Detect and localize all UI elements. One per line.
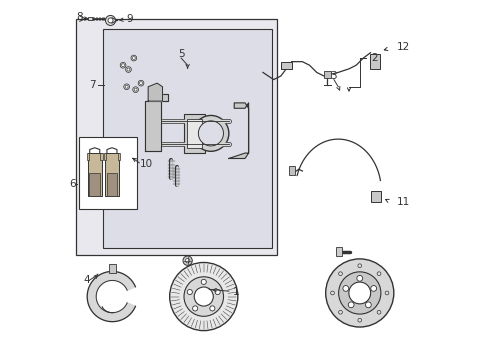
Text: 5: 5 xyxy=(178,49,184,59)
Circle shape xyxy=(198,121,223,146)
Circle shape xyxy=(127,68,130,71)
Bar xyxy=(87,153,89,160)
Polygon shape xyxy=(87,271,135,321)
Circle shape xyxy=(339,272,343,275)
Circle shape xyxy=(108,18,113,23)
Circle shape xyxy=(193,116,229,151)
Bar xyxy=(107,173,117,196)
Circle shape xyxy=(120,62,126,68)
Bar xyxy=(184,114,205,153)
Bar xyxy=(336,247,342,256)
Bar xyxy=(88,17,93,21)
Bar xyxy=(79,137,137,209)
Circle shape xyxy=(331,291,334,295)
Circle shape xyxy=(184,277,223,316)
Circle shape xyxy=(105,15,116,26)
Circle shape xyxy=(125,67,131,72)
Bar xyxy=(370,192,381,202)
Circle shape xyxy=(358,264,362,267)
Circle shape xyxy=(132,57,135,59)
Text: 10: 10 xyxy=(140,159,153,169)
Circle shape xyxy=(186,258,190,263)
Bar xyxy=(105,153,119,196)
Circle shape xyxy=(193,306,197,311)
Circle shape xyxy=(339,272,381,314)
Bar xyxy=(289,166,295,175)
Circle shape xyxy=(377,272,381,275)
Bar xyxy=(103,30,272,248)
Circle shape xyxy=(201,279,206,284)
Circle shape xyxy=(134,88,137,91)
Circle shape xyxy=(125,85,128,88)
Bar xyxy=(324,71,331,78)
Text: 2: 2 xyxy=(371,53,378,63)
Bar xyxy=(104,153,106,160)
Circle shape xyxy=(133,87,139,93)
Circle shape xyxy=(339,310,343,314)
Text: 11: 11 xyxy=(396,197,410,207)
Circle shape xyxy=(124,84,129,90)
Circle shape xyxy=(366,302,371,308)
Bar xyxy=(370,54,380,69)
Polygon shape xyxy=(145,94,168,151)
Bar xyxy=(100,153,102,160)
Circle shape xyxy=(348,302,354,308)
Circle shape xyxy=(187,289,193,294)
Text: 8: 8 xyxy=(76,12,83,22)
Circle shape xyxy=(343,285,349,291)
Text: 1: 1 xyxy=(233,287,239,297)
Text: 7: 7 xyxy=(89,80,96,90)
Circle shape xyxy=(326,259,394,327)
Circle shape xyxy=(358,318,362,322)
Text: 9: 9 xyxy=(126,14,133,24)
Bar xyxy=(88,153,101,196)
Circle shape xyxy=(183,256,192,265)
Text: 6: 6 xyxy=(69,179,75,189)
Circle shape xyxy=(385,291,389,295)
Polygon shape xyxy=(148,83,163,101)
Circle shape xyxy=(140,82,143,85)
Bar xyxy=(89,173,100,196)
Polygon shape xyxy=(229,103,248,158)
Text: 3: 3 xyxy=(331,71,337,81)
Circle shape xyxy=(215,289,220,294)
Circle shape xyxy=(357,275,363,281)
Text: 12: 12 xyxy=(396,42,410,52)
Circle shape xyxy=(131,55,137,61)
Circle shape xyxy=(122,64,124,67)
Circle shape xyxy=(377,310,381,314)
Text: 4: 4 xyxy=(83,275,90,285)
Circle shape xyxy=(210,306,215,311)
Bar xyxy=(281,62,292,69)
Circle shape xyxy=(138,80,144,86)
Bar xyxy=(76,19,277,255)
Circle shape xyxy=(194,287,213,306)
Bar xyxy=(187,119,202,148)
Circle shape xyxy=(349,282,370,304)
Circle shape xyxy=(170,262,238,330)
Bar xyxy=(118,153,120,160)
Bar xyxy=(109,264,116,273)
Circle shape xyxy=(371,285,377,291)
